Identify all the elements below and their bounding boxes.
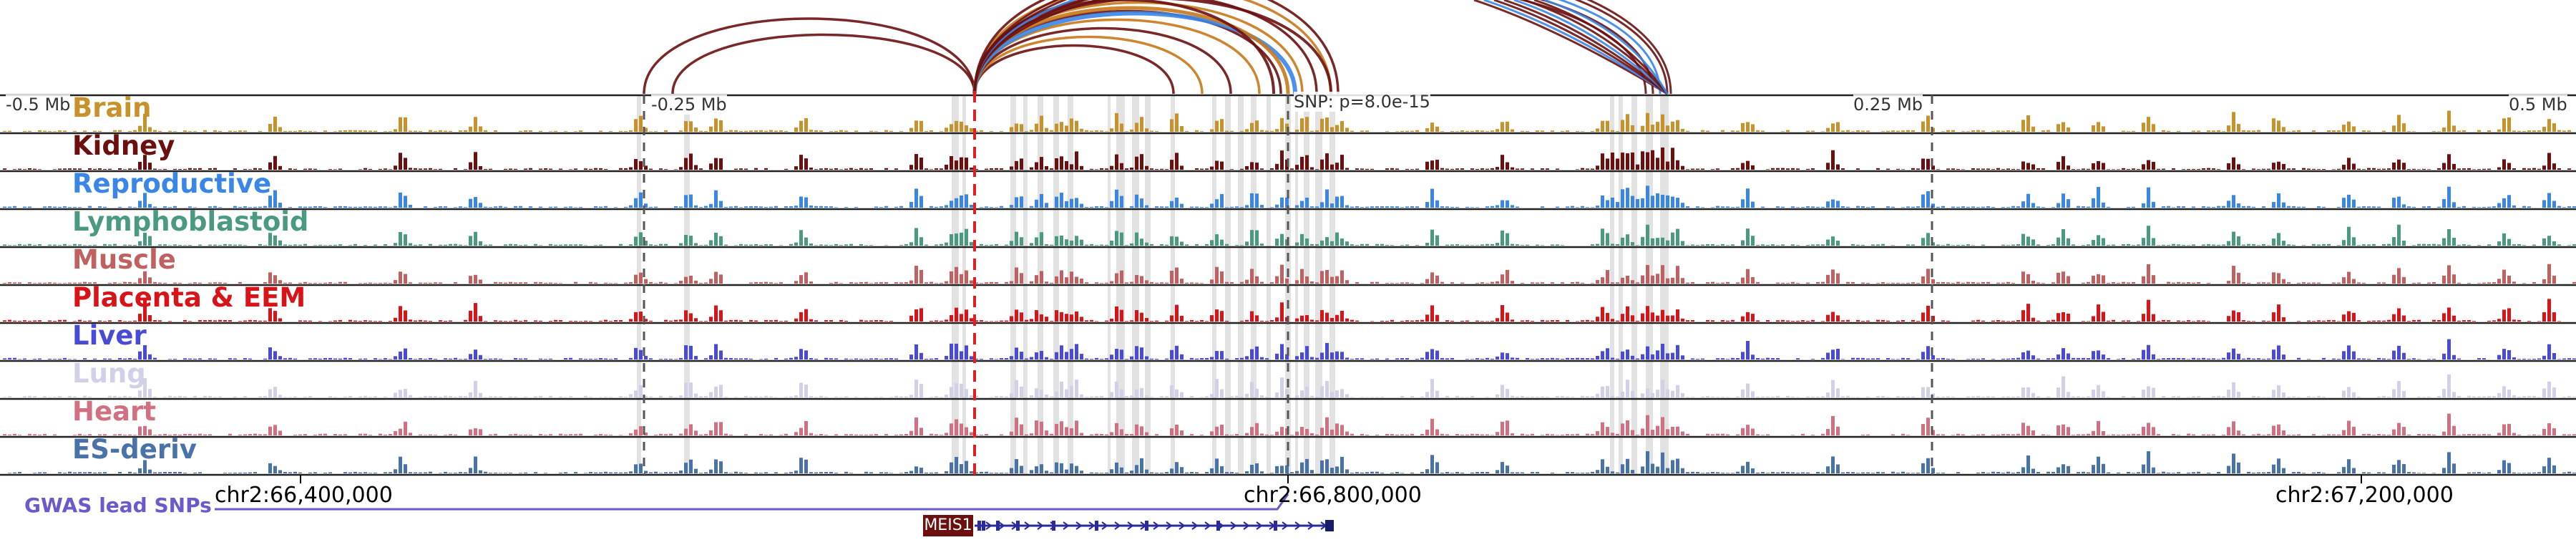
track-label-placenta-eem: Placenta & EEM	[72, 282, 306, 313]
scale-quarter-right-label: 0.25 Mb	[1853, 95, 1923, 115]
interaction-arc-25	[1523, 0, 1669, 95]
track-label-heart: Heart	[72, 396, 156, 427]
scale-quarter-left-label: -0.25 Mb	[651, 95, 727, 115]
signal-track-5	[3, 299, 2561, 322]
interaction-arc-27	[1543, 0, 1669, 95]
interaction-arcs	[643, 0, 1672, 95]
gwas-snp-line	[215, 493, 1289, 511]
track-label-lung: Lung	[72, 358, 146, 389]
interaction-arc-4	[973, 26, 1232, 95]
interaction-arc-20	[1473, 0, 1668, 95]
interaction-arc-23	[1503, 0, 1668, 95]
track-label-kidney: Kidney	[72, 130, 175, 161]
signal-track-1	[3, 147, 2571, 170]
snp-pvalue-label: SNP: p=8.0e-15	[1294, 92, 1430, 112]
interaction-arc-22	[1493, 0, 1668, 95]
meis1-exon-7	[1216, 521, 1220, 531]
track-label-liver: Liver	[72, 320, 147, 351]
gwas-lead-snps-label: GWAS lead SNPs	[24, 493, 212, 517]
position-markers	[300, 91, 2362, 483]
interaction-arc-17	[973, 0, 1662, 95]
interaction-arc-18	[973, 0, 1669, 95]
interaction-arc-19	[973, 0, 1672, 95]
signal-track-2	[3, 185, 2576, 208]
gene-model	[215, 493, 1334, 531]
interaction-arc-24	[1513, 0, 1669, 95]
signal-track-9	[8, 450, 2576, 473]
track-label-reproductive: Reproductive	[72, 168, 272, 199]
meis1-exon-4	[1052, 521, 1055, 531]
interaction-arc-0	[643, 17, 976, 95]
coordinate-label-middle: chr2:66,800,000	[1244, 483, 1422, 508]
meis1-exon-2	[996, 521, 1000, 531]
interaction-arc-3	[973, 35, 1204, 95]
meis1-exon-8	[1274, 521, 1277, 531]
track-label-lymphoblastoid: Lymphoblastoid	[72, 206, 309, 237]
meis1-exon-5	[1095, 521, 1098, 531]
interaction-arc-26	[1533, 0, 1669, 95]
meis1-exon-3	[1016, 521, 1020, 531]
signal-track-0	[3, 110, 2571, 132]
meis1-exon-last	[1325, 520, 1334, 531]
track-label-es-deriv: ES-deriv	[72, 434, 197, 465]
signal-track-8	[3, 413, 2576, 435]
coordinate-label-right: chr2:67,200,000	[2275, 483, 2454, 508]
meis1-exon-6	[1145, 521, 1148, 531]
meis1-exon-0	[977, 521, 981, 531]
track-label-muscle: Muscle	[72, 244, 176, 275]
scale-right-label: 0.5 Mb	[2509, 95, 2567, 115]
scale-left-label: -0.5 Mb	[6, 95, 71, 115]
interaction-arc-21	[1483, 0, 1668, 95]
interaction-arc-9	[973, 0, 1332, 95]
interaction-arc-11	[972, 11, 1297, 95]
interaction-arc-2	[973, 44, 1175, 95]
signal-track-6	[3, 339, 2576, 360]
interaction-arc-1	[671, 33, 976, 95]
signal-track-4	[3, 264, 2576, 284]
signal-track-7	[3, 374, 2576, 397]
interaction-arc-10	[973, 0, 1340, 95]
meis1-exon-1	[982, 521, 985, 531]
signal-tracks	[3, 110, 2576, 473]
coordinate-label-left: chr2:66,400,000	[215, 483, 393, 508]
track-label-brain: Brain	[72, 92, 152, 123]
signal-track-3	[3, 224, 2576, 246]
interaction-arc-16	[973, 0, 1654, 95]
meis1-gene-label[interactable]: MEIS1	[923, 515, 973, 536]
